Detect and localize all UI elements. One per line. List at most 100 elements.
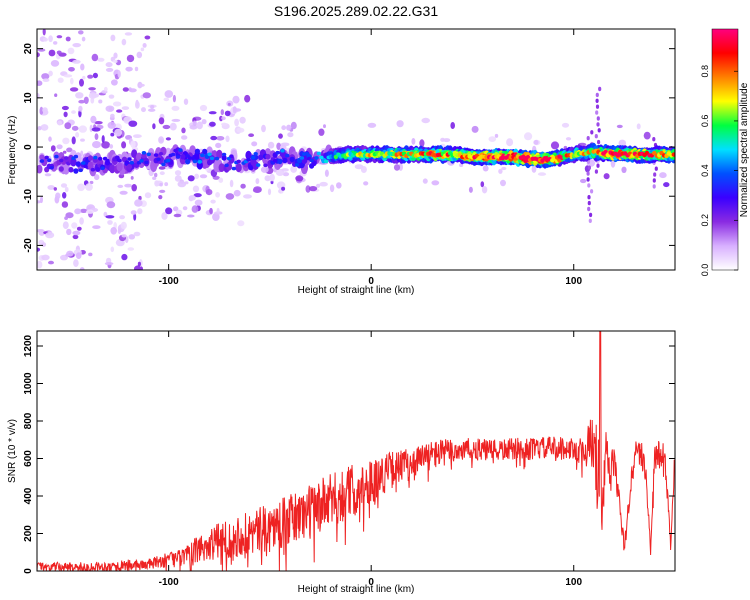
heatmap-speckle — [133, 213, 137, 221]
heatmap-speckle — [561, 122, 570, 128]
snr-series-line — [37, 331, 675, 571]
heatmap-streak — [595, 110, 599, 115]
heatmap-speckle — [189, 124, 198, 130]
heatmap-streak — [590, 130, 594, 135]
heatmap-speckle — [174, 175, 182, 182]
heatmap-speckle — [125, 66, 133, 72]
heatmap-speckle — [57, 77, 64, 83]
heatmap-ridge-cell — [246, 157, 251, 162]
heatmap-speckle — [62, 137, 70, 145]
heatmap-speckle — [621, 166, 627, 173]
heatmap-speckle — [199, 104, 208, 112]
heatmap-speckle — [137, 261, 141, 267]
heatmap-ridge-cell — [235, 163, 242, 173]
heatmap-speckle — [68, 67, 75, 72]
heatmap-speckle — [287, 132, 294, 138]
heatmap-speckle — [269, 173, 275, 182]
heatmap-speckle — [318, 128, 325, 136]
heatmap-speckle — [105, 67, 114, 72]
heatmap-speckle — [62, 221, 69, 229]
heatmap-speckle — [107, 121, 116, 129]
heatmap-ridge-cell — [75, 161, 81, 167]
heatmap-speckle — [90, 115, 97, 124]
heatmap-streak — [654, 166, 658, 171]
heatmap-speckle — [209, 121, 216, 127]
heatmap-speckle — [267, 188, 272, 196]
heatmap-ridge-cell — [304, 151, 309, 156]
heatmap-ridge-cell — [166, 158, 171, 163]
heatmap-speckle — [79, 267, 85, 270]
heatmap-speckle — [113, 52, 118, 59]
heatmap-ridge-cell — [59, 158, 64, 163]
heatmap-speckle — [354, 164, 364, 170]
heatmap-speckle — [174, 170, 182, 176]
heatmap-speckle — [224, 110, 231, 117]
heatmap-speckle — [54, 93, 58, 97]
heatmap-speckle — [173, 213, 182, 218]
heatmap-ridge-cell — [187, 156, 193, 160]
heatmap-speckle — [48, 260, 54, 265]
heatmap-ridge-cell — [139, 159, 144, 163]
heatmap-speckle — [550, 141, 560, 150]
heatmap-speckle — [66, 228, 72, 236]
heatmap-speckle — [165, 137, 171, 141]
heatmap-speckle — [276, 142, 282, 150]
heatmap-streak — [652, 178, 656, 183]
heatmap-ridge-cell — [175, 155, 181, 159]
heatmap-speckle — [182, 206, 188, 211]
heatmap-ridge-cell — [115, 155, 120, 160]
heatmap-speckle — [163, 97, 170, 102]
heatmap-speckle — [114, 128, 122, 137]
heatmap-speckle — [37, 52, 40, 58]
snr-ytick-label: 0 — [23, 568, 34, 574]
heatmap-speckle — [393, 164, 401, 171]
snr-xtick-label: -100 — [159, 577, 179, 588]
heatmap-speckle — [88, 252, 93, 257]
heatmap-speckle — [616, 124, 623, 129]
heatmap-speckle — [81, 36, 86, 42]
spectrogram-xlabel: Height of straight line (km) — [298, 285, 415, 296]
heatmap-ridge-cell — [316, 151, 322, 156]
heatmap-speckle — [73, 259, 79, 267]
heatmap-ridge-cell — [129, 160, 134, 165]
heatmap-speckle — [216, 136, 225, 141]
heatmap-streak — [586, 177, 590, 182]
heatmap-speckle — [282, 172, 290, 177]
spectrogram-ytick-label: 10 — [23, 92, 34, 104]
heatmap-streak — [587, 200, 591, 206]
heatmap-ridge-cell — [221, 152, 227, 157]
heatmap-speckle — [78, 105, 83, 112]
heatmap-ridge-cell — [49, 166, 54, 170]
heatmap-speckle — [53, 187, 57, 191]
heatmap-speckle — [128, 120, 138, 127]
heatmap-ridge-cell — [70, 157, 77, 167]
heatmap-speckle — [162, 124, 171, 130]
colorbar-label: Normalized spectral amplitude — [739, 82, 750, 217]
heatmap-speckle — [218, 177, 224, 183]
heatmap-speckle — [137, 208, 143, 215]
heatmap-speckle — [53, 41, 58, 45]
heatmap-speckle — [286, 124, 292, 131]
heatmap-speckle — [239, 116, 246, 124]
spectrogram-ytick-label: -20 — [23, 238, 34, 253]
heatmap-speckle — [106, 201, 116, 209]
heatmap-speckle — [367, 122, 377, 128]
heatmap-speckle — [88, 87, 96, 91]
heatmap-speckle — [105, 62, 113, 68]
heatmap-ridge-cell — [258, 154, 264, 161]
heatmap-ridge-cell — [141, 151, 147, 155]
heatmap-speckle — [488, 136, 497, 143]
heatmap-ridge-cell — [100, 166, 105, 170]
heatmap-speckle — [122, 87, 129, 92]
heatmap-speckle — [92, 141, 101, 149]
heatmap-speckle — [494, 133, 499, 138]
spectrogram-xtick-label: 0 — [368, 276, 374, 287]
heatmap-ridge-cell — [93, 155, 98, 160]
heatmap-speckle — [610, 159, 616, 168]
heatmap-ridge-cell — [252, 161, 259, 170]
heatmap-ridge-cell — [289, 156, 295, 163]
heatmap-ridge-cell — [207, 159, 213, 166]
heatmap-ridge-cell — [248, 166, 254, 170]
heatmap-speckle — [240, 183, 246, 189]
heatmap-speckle — [124, 183, 132, 188]
